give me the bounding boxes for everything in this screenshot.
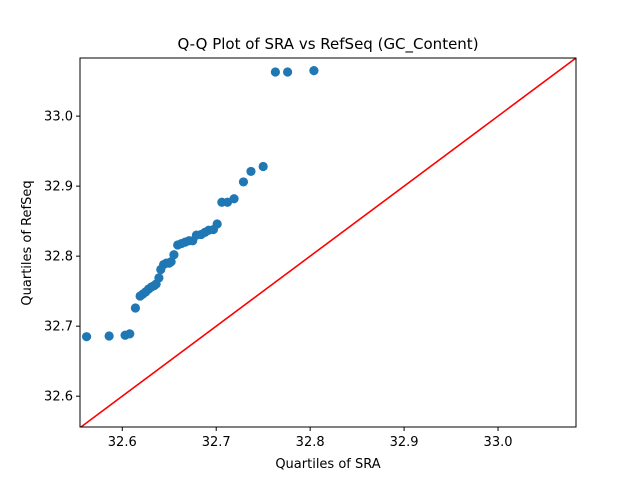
data-point-32	[229, 194, 239, 204]
data-point-18	[169, 250, 179, 260]
data-point-37	[283, 67, 293, 77]
y-tick-label-4: 33.0	[44, 110, 73, 125]
y-tick-label-0: 32.6	[44, 390, 73, 405]
x-tick-label-0: 32.6	[108, 435, 137, 450]
data-point-0	[81, 332, 92, 342]
x-axis-ticks: 32.6 32.7 32.8 32.9 33.0	[108, 427, 513, 450]
y-axis-ticks: 32.6 32.7 32.8 32.9 33.0	[44, 110, 80, 405]
y-tick-label-3: 32.9	[44, 180, 73, 195]
data-point-34	[246, 166, 256, 177]
data-point-3	[125, 329, 135, 339]
data-point-1	[104, 331, 114, 341]
data-point-17	[166, 257, 176, 267]
reference-line	[80, 58, 576, 427]
data-point-38	[309, 66, 319, 76]
x-tick-label-1: 32.7	[202, 435, 231, 450]
reference-line-layer	[80, 58, 576, 427]
x-tick-label-2: 32.8	[296, 435, 325, 450]
data-point-4	[130, 303, 141, 313]
data-point-12	[154, 273, 164, 283]
chart-title: Q-Q Plot of SRA vs RefSeq (GC_Content)	[177, 35, 478, 54]
data-points-layer	[81, 66, 319, 342]
x-tick-label-4: 33.0	[484, 435, 513, 450]
data-point-36	[270, 67, 280, 77]
data-point-29	[212, 219, 222, 229]
y-axis-label: Quartiles of RefSeq	[20, 180, 35, 305]
data-point-33	[238, 177, 249, 187]
y-tick-label-2: 32.8	[44, 250, 73, 265]
x-tick-label-3: 32.9	[390, 435, 419, 450]
plot-frame	[79, 57, 577, 428]
data-point-35	[258, 161, 268, 172]
x-axis-label: Quartiles of SRA	[275, 457, 380, 472]
y-tick-label-1: 32.7	[44, 320, 73, 335]
